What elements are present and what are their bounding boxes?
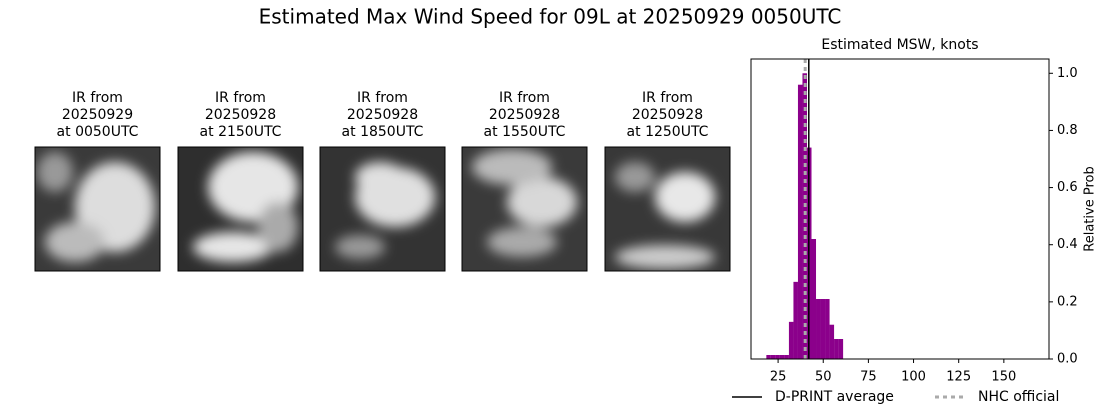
bar [825, 299, 830, 359]
bar [775, 355, 780, 359]
y-tick-label: 0.8 [1057, 123, 1078, 138]
panel-label: 20250928 [489, 107, 560, 123]
x-tick-label: 50 [815, 370, 832, 385]
panel-label: 20250929 [62, 107, 133, 123]
bar [766, 355, 771, 359]
bar [770, 355, 776, 359]
panel-label: 20250928 [347, 107, 418, 123]
ir-image [34, 146, 161, 272]
plot-frame [750, 58, 1050, 360]
bar [838, 339, 844, 359]
panel-label: IR from [215, 90, 266, 106]
panel-label: IR from [499, 90, 550, 106]
bar [834, 339, 839, 359]
panel-label: at 1250UTC [627, 124, 709, 140]
legend-label: NHC official [978, 389, 1059, 405]
panel-label: IR from [357, 90, 408, 106]
ir-image [319, 146, 446, 272]
bar [784, 355, 789, 359]
ir-image [177, 146, 304, 272]
panel-label: IR from [642, 90, 693, 106]
y-tick-label: 1.0 [1057, 66, 1078, 81]
bar [788, 321, 794, 359]
x-tick-label: 75 [860, 370, 877, 385]
panel-label: at 0050UTC [57, 124, 139, 140]
x-tick-label: 125 [946, 370, 971, 385]
y-tick-label: 0.6 [1057, 180, 1078, 195]
bar [820, 299, 826, 359]
bar [829, 324, 835, 359]
ir-image [604, 146, 731, 272]
panel-label: 20250928 [205, 107, 276, 123]
x-tick-label: 25 [770, 370, 787, 385]
figure-title: Estimated Max Wind Speed for 09L at 2025… [259, 5, 842, 29]
y-tick-label: 0.0 [1057, 352, 1078, 367]
panel-label: at 1850UTC [342, 124, 424, 140]
panel-label: at 1550UTC [484, 124, 566, 140]
y-axis-label: Relative Prob [1083, 166, 1098, 251]
x-tick-label: 150 [991, 370, 1016, 385]
panel-label: 20250928 [632, 107, 703, 123]
bar [811, 239, 817, 359]
x-tick-label: 100 [901, 370, 926, 385]
bar [793, 281, 798, 359]
panel-label: at 2150UTC [200, 124, 282, 140]
bar [816, 299, 821, 359]
bar [797, 84, 803, 359]
ir-image [461, 146, 588, 272]
legend-label: D-PRINT average [775, 389, 894, 405]
panel-label: IR from [72, 90, 123, 106]
y-tick-label: 0.2 [1057, 294, 1078, 309]
bar [802, 73, 807, 360]
y-tick-label: 0.4 [1057, 237, 1078, 252]
bar [779, 355, 785, 359]
chart-title: Estimated MSW, knots [821, 37, 978, 53]
